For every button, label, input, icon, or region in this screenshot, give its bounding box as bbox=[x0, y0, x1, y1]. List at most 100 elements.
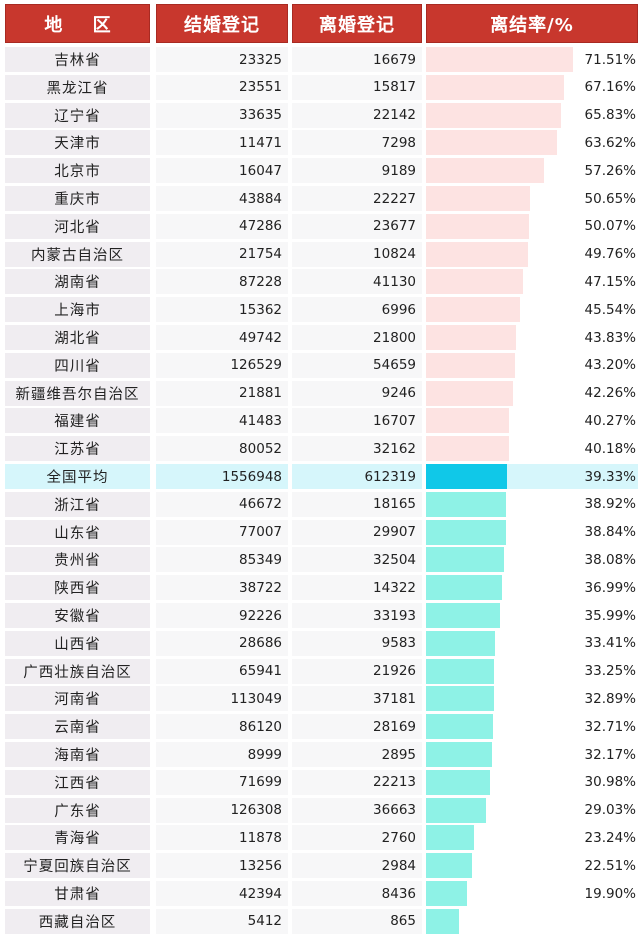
marriage-count-cell: 23551 bbox=[156, 74, 288, 100]
region-cell: 全国平均 bbox=[5, 464, 150, 489]
region-cell: 内蒙古自治区 bbox=[5, 241, 150, 267]
rate-bar-track bbox=[426, 630, 580, 656]
rate-bar-track bbox=[426, 130, 580, 156]
rate-label-cell: 42.26% bbox=[584, 385, 636, 402]
table-row: 贵州省 85349 32504 38.08% bbox=[0, 547, 640, 573]
rate-bar-track bbox=[426, 408, 580, 434]
marriage-count-cell: 43884 bbox=[156, 186, 288, 211]
divorce-count-cell: 7298 bbox=[292, 130, 422, 156]
region-cell: 湖北省 bbox=[5, 325, 150, 350]
table-row: 浙江省 46672 18165 38.92% bbox=[0, 491, 640, 517]
region-cell: 云南省 bbox=[5, 714, 150, 740]
marriage-count-cell: 16047 bbox=[156, 158, 288, 184]
divorce-count-cell: 22227 bbox=[292, 186, 422, 211]
region-cell: 海南省 bbox=[5, 742, 150, 767]
rate-label-cell: 33.41% bbox=[584, 635, 636, 652]
rate-bar bbox=[426, 742, 493, 767]
rate-bar-track bbox=[426, 825, 580, 851]
divorce-count-cell: 28169 bbox=[292, 714, 422, 740]
rate-bar-track bbox=[426, 380, 580, 406]
region-cell: 浙江省 bbox=[5, 491, 150, 517]
rate-bar bbox=[426, 436, 509, 462]
rate-label-cell: 22.51% bbox=[584, 857, 636, 874]
rate-bar bbox=[426, 241, 529, 267]
divorce-count-cell: 32504 bbox=[292, 547, 422, 573]
region-cell: 黑龙江省 bbox=[5, 74, 150, 100]
table-row: 上海市 15362 6996 45.54% bbox=[0, 297, 640, 323]
rate-bar-track bbox=[426, 797, 580, 823]
rate-bar bbox=[426, 881, 467, 906]
rate-label-cell: 40.27% bbox=[584, 412, 636, 429]
rate-label-cell: 50.65% bbox=[584, 190, 636, 207]
region-cell: 四川省 bbox=[5, 352, 150, 378]
rate-label-cell: 39.33% bbox=[580, 464, 638, 489]
rate-bar-track bbox=[426, 742, 580, 767]
rate-bar bbox=[426, 158, 544, 184]
rate-label-cell: 47.15% bbox=[584, 273, 636, 290]
rate-bar-track bbox=[426, 102, 580, 128]
rate-label-cell: 19.90% bbox=[584, 885, 636, 902]
rate-bar bbox=[426, 130, 557, 156]
table-row: 安徽省 92226 33193 35.99% bbox=[0, 603, 640, 628]
divorce-count-cell: 54659 bbox=[292, 352, 422, 378]
region-cell: 江苏省 bbox=[5, 436, 150, 462]
table-row: 甘肃省 42394 8436 19.90% bbox=[0, 881, 640, 906]
rate-bar-track bbox=[426, 186, 580, 211]
rate-bar-track bbox=[426, 158, 580, 184]
rate-bar-track bbox=[426, 547, 580, 573]
rate-label-cell: 67.16% bbox=[584, 79, 636, 96]
rate-label-cell: 45.54% bbox=[584, 301, 636, 318]
divorce-count-cell: 22213 bbox=[292, 769, 422, 795]
rate-bar-track bbox=[426, 74, 580, 100]
divorce-count-cell: 2984 bbox=[292, 853, 422, 879]
rate-bar-track bbox=[426, 464, 580, 489]
table-row: 天津市 11471 7298 63.62% bbox=[0, 130, 640, 156]
divorce-count-cell: 2895 bbox=[292, 742, 422, 767]
marriage-count-cell: 71699 bbox=[156, 769, 288, 795]
table-row: 辽宁省 33635 22142 65.83% bbox=[0, 102, 640, 128]
header-marriage: 结婚登记 bbox=[156, 4, 288, 43]
rate-bar bbox=[426, 908, 459, 934]
region-cell: 安徽省 bbox=[5, 603, 150, 628]
average-row: 全国平均 1556948 612319 39.33% bbox=[0, 464, 640, 489]
rate-bar bbox=[426, 769, 490, 795]
divorce-count-cell: 6996 bbox=[292, 297, 422, 323]
divorce-count-cell: 15817 bbox=[292, 74, 422, 100]
divorce-count-cell: 612319 bbox=[292, 464, 422, 489]
divorce-count-cell: 9189 bbox=[292, 158, 422, 184]
region-cell: 湖南省 bbox=[5, 269, 150, 295]
marriage-count-cell: 8999 bbox=[156, 742, 288, 767]
header-divorce: 离婚登记 bbox=[292, 4, 422, 43]
region-cell: 吉林省 bbox=[5, 47, 150, 72]
rate-label-cell: 50.07% bbox=[584, 218, 636, 235]
rate-label-cell: 23.24% bbox=[584, 829, 636, 846]
region-cell: 广西壮族自治区 bbox=[5, 658, 150, 684]
marriage-count-cell: 80052 bbox=[156, 436, 288, 462]
rate-label-cell: 35.99% bbox=[584, 607, 636, 624]
marriage-count-cell: 13256 bbox=[156, 853, 288, 879]
rate-bar-track bbox=[426, 908, 580, 934]
marriage-count-cell: 87228 bbox=[156, 269, 288, 295]
rate-label-cell: 65.83% bbox=[584, 107, 636, 124]
rate-bar-track bbox=[426, 881, 580, 906]
marriage-count-cell: 38722 bbox=[156, 575, 288, 601]
table-row: 广东省 126308 36663 29.03% bbox=[0, 797, 640, 823]
region-cell: 上海市 bbox=[5, 297, 150, 323]
table-row: 北京市 16047 9189 57.26% bbox=[0, 158, 640, 184]
marriage-count-cell: 49742 bbox=[156, 325, 288, 350]
divorce-count-cell: 21926 bbox=[292, 658, 422, 684]
table-row: 河南省 113049 37181 32.89% bbox=[0, 686, 640, 712]
divorce-count-cell: 33193 bbox=[292, 603, 422, 628]
table-row: 湖北省 49742 21800 43.83% bbox=[0, 325, 640, 350]
table-row: 江苏省 80052 32162 40.18% bbox=[0, 436, 640, 462]
marriage-count-cell: 23325 bbox=[156, 47, 288, 72]
marriage-count-cell: 5412 bbox=[156, 908, 288, 934]
region-cell: 陕西省 bbox=[5, 575, 150, 601]
marriage-count-cell: 65941 bbox=[156, 658, 288, 684]
rate-bar bbox=[426, 380, 513, 406]
rate-bar-track bbox=[426, 714, 580, 740]
rate-bar-track bbox=[426, 47, 580, 72]
region-cell: 甘肃省 bbox=[5, 881, 150, 906]
marriage-count-cell: 21881 bbox=[156, 380, 288, 406]
marriage-count-cell: 1556948 bbox=[156, 464, 288, 489]
